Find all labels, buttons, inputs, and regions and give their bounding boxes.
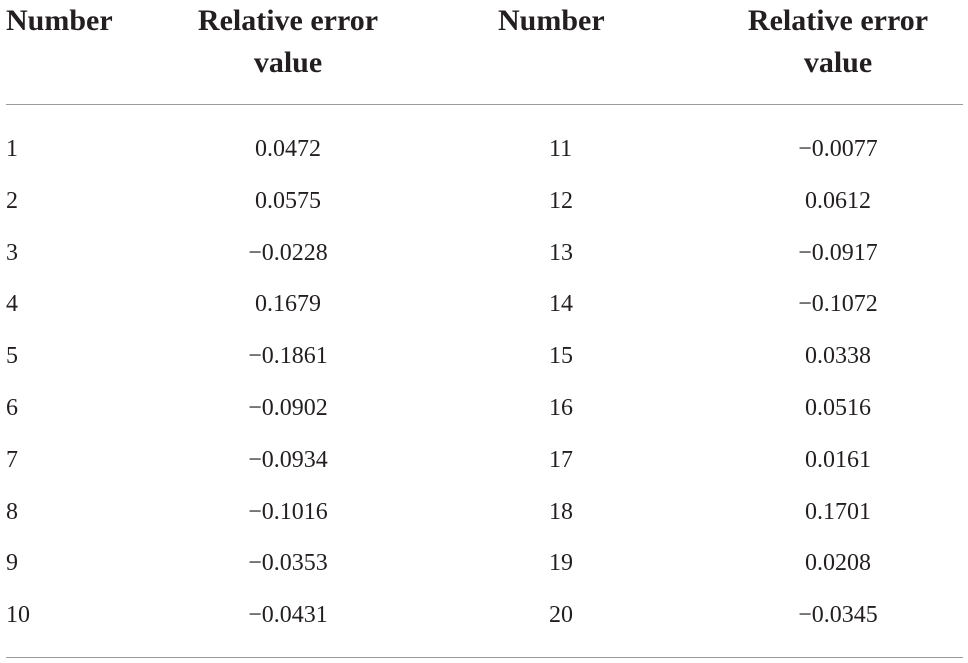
table-row: 8 −0.1016 18 0.1701 [0,487,968,539]
header-relative-error-2: Relative error value [728,0,948,84]
cell-number-left: 9 [6,550,18,577]
table-row: 7 −0.0934 17 0.0161 [0,435,968,487]
cell-number-right: 17 [549,446,573,473]
cell-error-right: 0.0516 [805,394,871,421]
cell-error-right: −0.0917 [798,239,878,266]
cell-number-left: 3 [6,239,18,266]
table-row: 6 −0.0902 16 0.0516 [0,383,968,435]
cell-error-right: 0.0161 [805,446,871,473]
cell-number-left: 7 [6,446,18,473]
table-row: 5 −0.1861 15 0.0338 [0,331,968,383]
cell-number-left: 10 [6,602,30,629]
cell-error-left: −0.0353 [248,550,328,577]
header-number-1-label: Number [6,4,113,37]
cell-error-left: −0.0934 [248,446,328,473]
cell-error-left: 0.0575 [255,187,321,214]
cell-number-left: 5 [6,343,18,370]
header-relative-error-2-line1: Relative error [747,4,929,37]
cell-number-left: 6 [6,394,18,421]
cell-error-left: −0.1016 [248,498,328,525]
cell-number-right: 13 [549,239,573,266]
cell-error-left: −0.1861 [248,343,328,370]
cell-number-right: 20 [549,602,573,629]
table-row: 2 0.0575 12 0.0612 [0,176,968,228]
header-number-2-label: Number [498,4,605,37]
cell-number-right: 19 [549,550,573,577]
cell-number-right: 14 [549,291,573,318]
cell-error-right: 0.0208 [805,550,871,577]
cell-number-left: 4 [6,291,18,318]
cell-number-left: 1 [6,136,18,162]
cell-number-right: 15 [549,343,573,370]
header-relative-error-1-line1: Relative error [197,4,379,37]
table-header: Number Relative error value Number Relat… [0,0,968,104]
cell-error-right: 0.0612 [805,187,871,214]
cell-error-right: −0.0345 [798,602,878,629]
header-number-1: Number [6,0,113,42]
header-number-2: Number [498,0,605,42]
cell-error-right: −0.0077 [798,136,878,162]
cell-error-right: 0.0338 [805,343,871,370]
cell-error-right: 0.1701 [805,498,871,525]
table-row: 10 −0.0431 20 −0.0345 [0,590,968,642]
cell-error-left: 0.0472 [255,136,321,162]
table-row: 3 −0.0228 13 −0.0917 [0,228,968,280]
cell-error-left: −0.0431 [248,602,328,629]
cell-error-left: 0.1679 [255,291,321,318]
table-row: 1 0.0472 11 −0.0077 [0,124,968,176]
table-row: 9 −0.0353 19 0.0208 [0,538,968,590]
cell-number-right: 16 [549,394,573,421]
cell-number-left: 8 [6,498,18,525]
cell-number-right: 12 [549,187,573,214]
table-bottom-rule [6,657,963,658]
cell-number-right: 18 [549,498,573,525]
table-row: 4 0.1679 14 −0.1072 [0,279,968,331]
header-relative-error-2-line2: value [803,46,873,79]
header-relative-error-1: Relative error value [178,0,398,84]
cell-error-left: −0.0228 [248,239,328,266]
cell-error-right: −0.1072 [798,291,878,318]
cell-error-left: −0.0902 [248,394,328,421]
header-relative-error-1-line2: value [253,46,323,79]
cell-number-right: 11 [549,136,573,162]
cell-number-left: 2 [6,187,18,214]
header-divider [6,104,963,105]
table-body: 1 0.0472 11 −0.0077 2 0.0575 12 0.0612 3 −0.0228 1… [0,124,968,642]
